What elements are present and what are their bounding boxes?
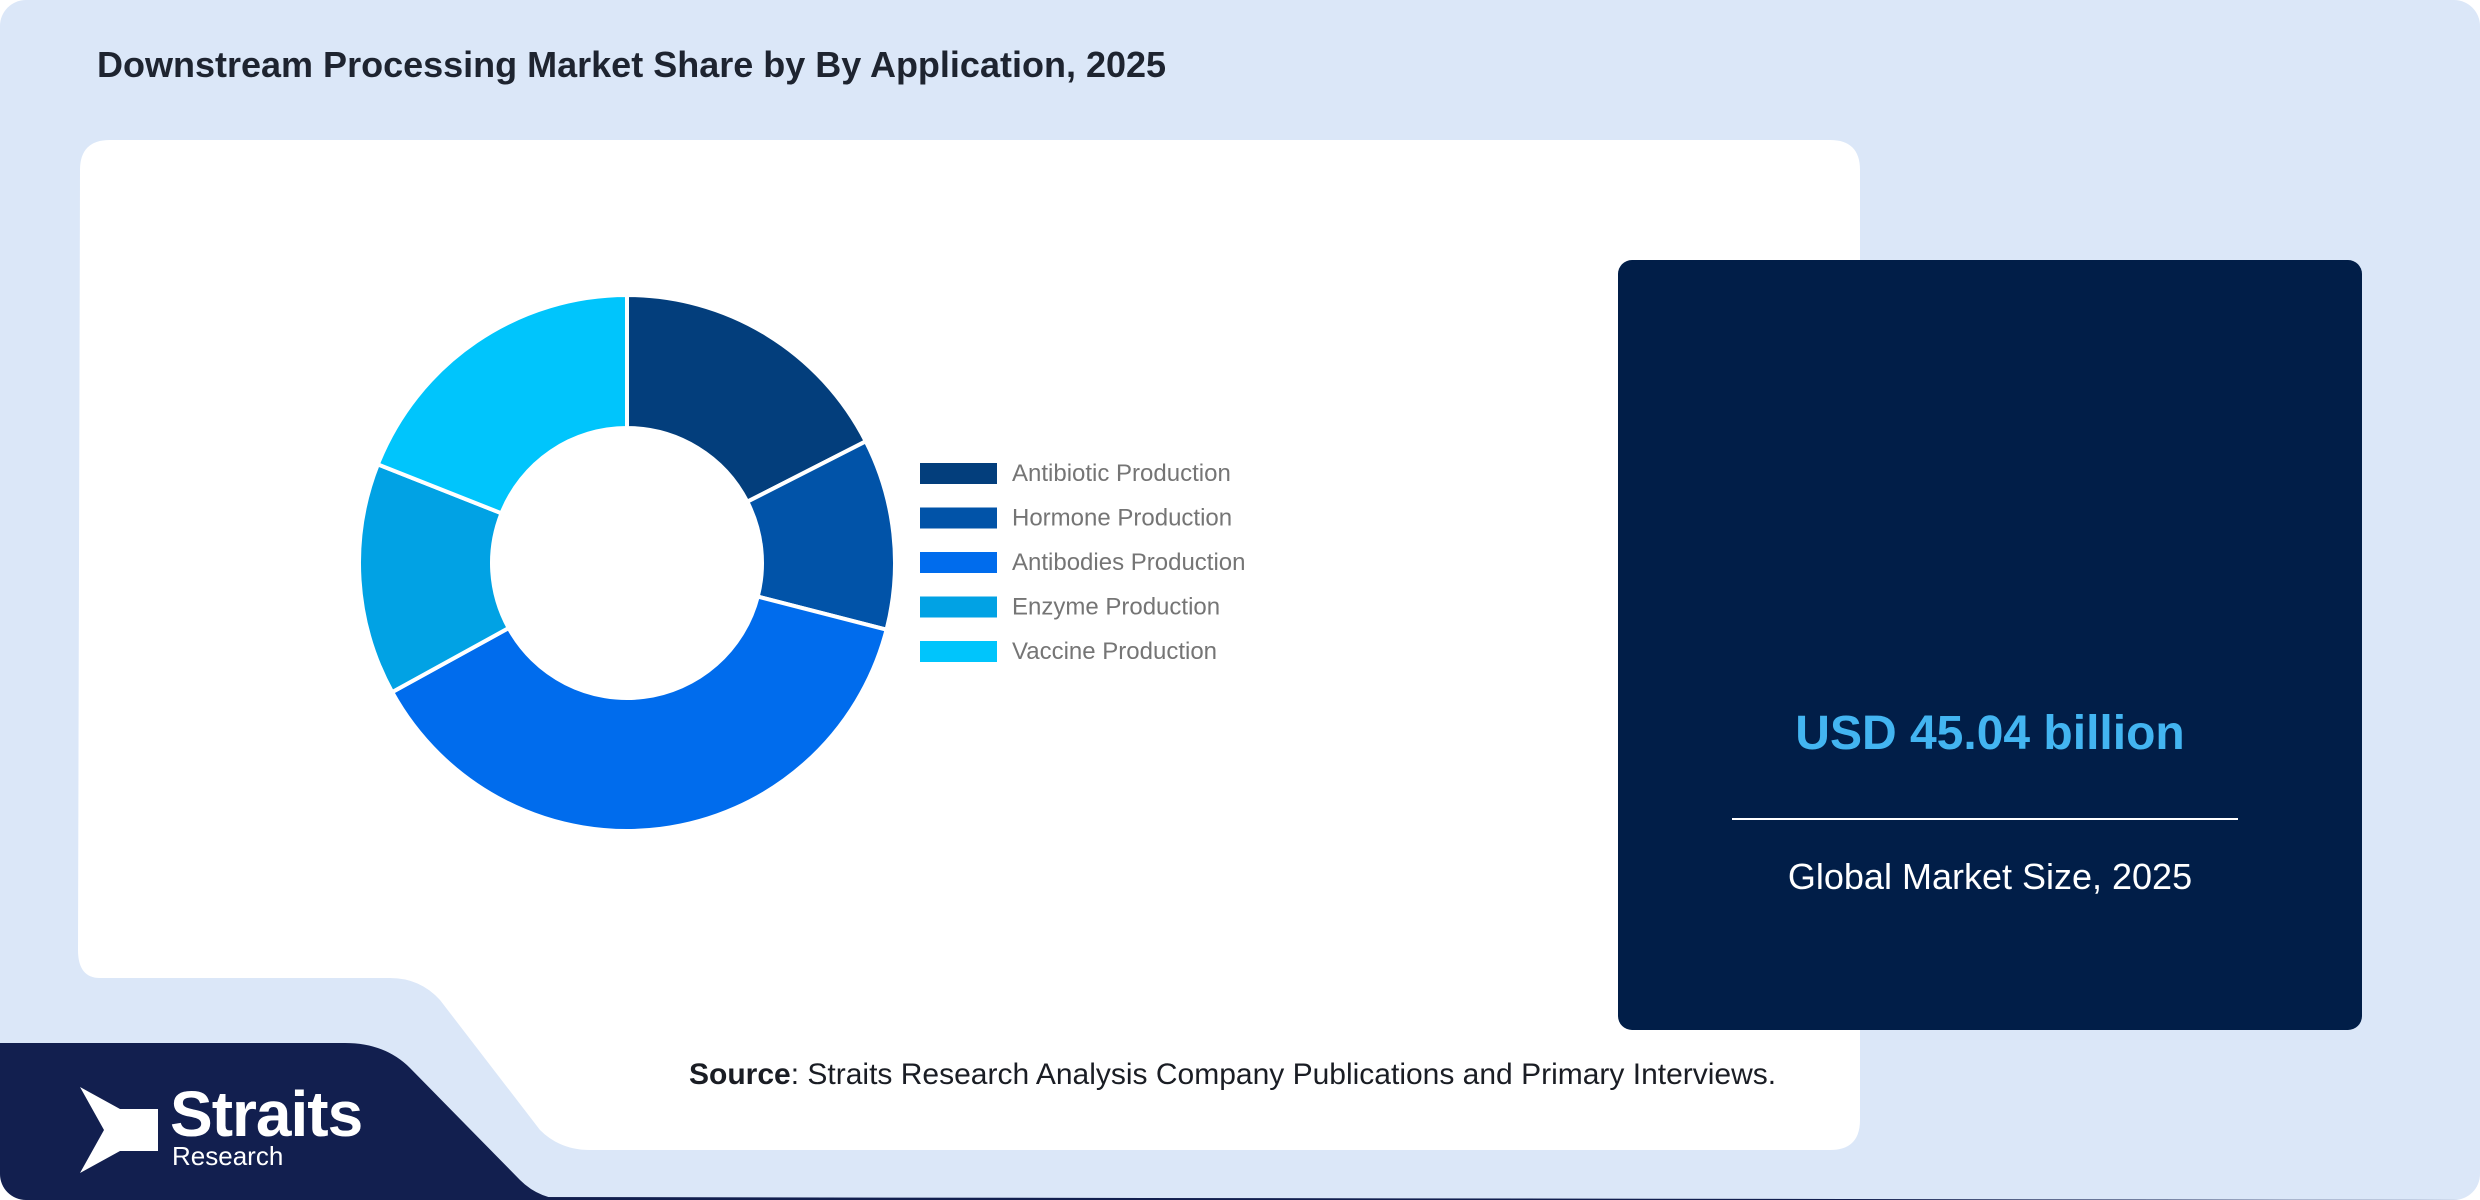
legend-swatch bbox=[920, 641, 997, 662]
legend-label: Antibodies Production bbox=[1012, 549, 1245, 576]
logo-subtitle: Research bbox=[172, 1141, 284, 1171]
legend-label: Hormone Production bbox=[1012, 505, 1232, 532]
donut-chart: Antibiotic Production Hormone Production A… bbox=[357, 292, 1245, 833]
legend-swatch bbox=[920, 463, 997, 484]
market-size-label: Global Market Size, 2025 bbox=[1787, 856, 2193, 897]
donut-slices bbox=[357, 292, 897, 833]
donut-slice-enzyme-production bbox=[357, 461, 512, 695]
navy-footer-band bbox=[0, 1043, 570, 1200]
donut-slice-antibodies-production bbox=[389, 594, 890, 833]
source-text: : Straits Research Analysis Company Publ… bbox=[790, 1058, 1777, 1091]
chart-title: Downstream Processing Market Share by By… bbox=[97, 44, 1167, 85]
source-prefix: Source bbox=[689, 1058, 791, 1091]
footer-bottom-strip bbox=[520, 1197, 2480, 1200]
legend-swatch bbox=[920, 507, 997, 529]
donut-slice-vaccine-production bbox=[375, 292, 629, 516]
logo-wordmark: Straits bbox=[170, 1078, 363, 1150]
market-size-value: USD 45.04 billion bbox=[1795, 707, 2185, 760]
straits-chevron-icon bbox=[80, 1087, 158, 1173]
donut-slice-antibiotic-production bbox=[625, 292, 869, 505]
chart-legend: Antibiotic Production Hormone Production A… bbox=[920, 460, 1245, 665]
legend-swatch bbox=[920, 596, 997, 618]
legend-swatch bbox=[920, 552, 997, 573]
market-size-card: USD 45.04 billion Global Market Size, 20… bbox=[1618, 260, 2362, 1030]
legend-label: Enzyme Production bbox=[1012, 594, 1220, 621]
legend-label: Vaccine Production bbox=[1012, 638, 1217, 665]
legend-label: Antibiotic Production bbox=[1012, 460, 1231, 487]
source-note: Source: Straits Research Analysis Compan… bbox=[689, 1058, 1776, 1092]
card-divider bbox=[1732, 818, 2238, 820]
